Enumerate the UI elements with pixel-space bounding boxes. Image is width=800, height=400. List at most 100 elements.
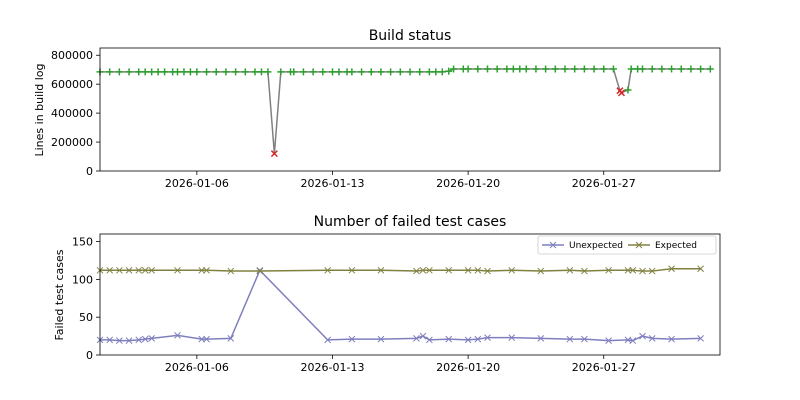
build-success-marker — [464, 65, 472, 73]
series-point-expected — [324, 266, 332, 274]
series-point-expected — [668, 265, 675, 273]
legend-marker-unexpected — [549, 241, 557, 249]
y-tick-label: 400000 — [51, 107, 93, 120]
series-point-unexpected — [537, 335, 545, 342]
legend-label-expected: Expected — [655, 241, 697, 251]
series-point-unexpected — [648, 335, 656, 342]
build-success-marker — [648, 65, 656, 73]
series-point-expected — [174, 266, 181, 274]
series-point-expected — [484, 267, 491, 275]
series-point-unexpected — [135, 336, 143, 344]
failed-tests-yticks: 0 50 100 150 — [72, 236, 100, 362]
series-point-unexpected — [148, 335, 156, 342]
x-tick-label: 2026-01-06 — [165, 361, 229, 374]
build-success-marker — [516, 65, 524, 73]
build-success-marker — [367, 68, 375, 76]
build-success-marker — [474, 65, 482, 73]
build-success-marker — [522, 65, 530, 73]
series-point-unexpected — [198, 335, 206, 343]
y-tick-label: 0 — [86, 165, 93, 178]
build-success-marker — [348, 68, 356, 76]
series-point-expected — [474, 266, 482, 274]
legend-items: Unexpected Expected — [542, 241, 697, 251]
build-success-marker — [329, 68, 336, 76]
build-success-marker — [148, 68, 156, 76]
build-success-marker — [600, 65, 608, 73]
series-point-unexpected — [697, 335, 704, 342]
build-success-marker — [335, 68, 343, 76]
build-success-marker — [377, 68, 385, 76]
series-point-expected — [445, 266, 453, 274]
build-success-marker — [639, 65, 646, 73]
y-tick-label: 0 — [86, 349, 93, 362]
y-tick-label: 800000 — [51, 49, 93, 62]
build-success-marker — [125, 68, 133, 76]
series-point-expected — [605, 266, 612, 274]
legend: Unexpected Expected — [537, 235, 717, 255]
series-point-unexpected — [203, 335, 210, 343]
build-success-marker — [186, 68, 194, 76]
series-point-expected — [648, 267, 656, 275]
build-success-marker — [174, 68, 181, 76]
series-point-expected — [508, 266, 516, 274]
build-success-marker — [590, 65, 598, 73]
series-point-unexpected — [445, 335, 453, 343]
series-point-unexpected — [324, 336, 332, 344]
failed-tests-title: Number of failed test cases — [314, 214, 507, 230]
series-point-unexpected — [629, 337, 637, 344]
y-tick-label: 600000 — [51, 78, 93, 91]
build-success-marker — [141, 68, 149, 76]
build-success-marker — [484, 65, 491, 73]
legend-box — [537, 235, 717, 255]
failed-tests-chart: Number of failed test cases Failed test … — [53, 214, 721, 374]
series-point-expected — [419, 266, 427, 274]
build-success-marker — [290, 68, 298, 76]
build-success-marker — [396, 68, 404, 76]
build-status-chart: Build status Lines in build log 0 200000 4… — [33, 28, 721, 190]
build-success-marker — [624, 86, 632, 94]
build-success-marker — [232, 68, 240, 76]
build-success-marker — [180, 68, 188, 76]
series-point-expected — [198, 266, 206, 274]
build-status-plot — [96, 65, 714, 158]
build-success-marker — [193, 68, 201, 76]
build-success-marker — [115, 68, 123, 76]
series-point-expected — [203, 266, 210, 274]
build-success-marker — [358, 68, 366, 76]
build-success-marker — [580, 65, 588, 73]
build-success-marker — [532, 65, 540, 73]
build-status-ylabel: Lines in build log — [33, 64, 46, 157]
series-point-unexpected — [566, 335, 574, 343]
series-point-unexpected — [484, 334, 491, 341]
build-success-marker — [203, 68, 211, 76]
build-success-marker — [135, 68, 143, 76]
build-success-marker — [406, 68, 414, 76]
series-point-unexpected — [474, 335, 482, 343]
build-status-title: Build status — [369, 28, 452, 44]
series-point-unexpected — [581, 335, 588, 343]
series-point-unexpected — [508, 334, 516, 341]
series-point-unexpected — [106, 336, 114, 344]
build-success-marker — [668, 65, 676, 73]
x-tick-label: 2026-01-27 — [572, 361, 636, 374]
series-point-unexpected — [125, 337, 133, 344]
build-success-marker — [212, 68, 220, 76]
series-point-expected — [125, 266, 133, 274]
build-success-marker — [493, 65, 501, 73]
series-point-unexpected — [668, 335, 675, 343]
build-success-marker — [697, 65, 705, 73]
series-point-expected — [106, 266, 114, 274]
x-tick-label: 2026-01-27 — [572, 177, 636, 190]
build-success-marker — [687, 65, 695, 73]
build-failure-marker — [617, 89, 626, 97]
build-success-marker — [425, 68, 433, 76]
y-tick-label: 50 — [79, 311, 93, 324]
build-success-marker — [387, 68, 395, 76]
build-success-marker — [627, 65, 635, 73]
legend-marker-expected — [635, 241, 643, 249]
x-tick-label: 2026-01-13 — [301, 177, 365, 190]
failed-tests-frame — [99, 233, 721, 356]
series-point-expected — [148, 266, 156, 274]
build-success-marker — [445, 67, 453, 75]
series-point-unexpected — [377, 335, 385, 343]
